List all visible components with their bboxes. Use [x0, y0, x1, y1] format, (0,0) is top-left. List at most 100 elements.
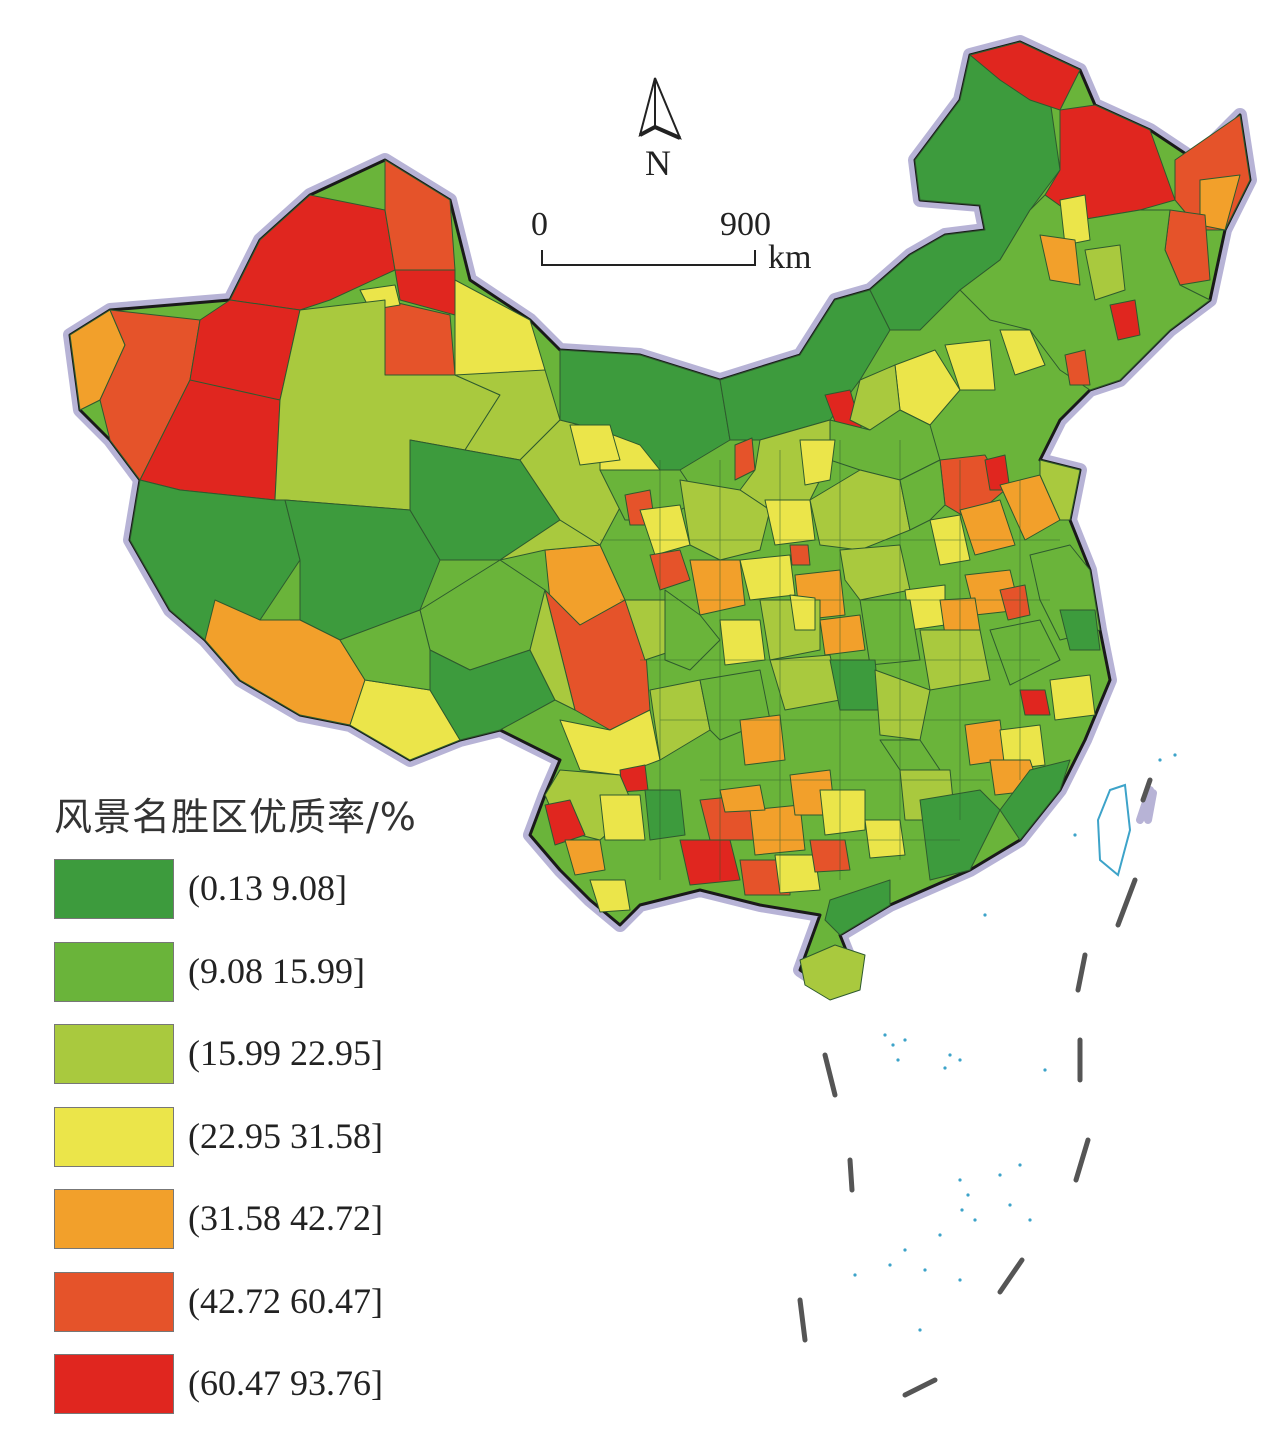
- map-region: [1019, 689, 1051, 716]
- boundary-dash: [822, 1052, 838, 1098]
- map-region: [989, 619, 1061, 686]
- island-dot: [883, 1033, 887, 1037]
- island-dot: [943, 1066, 947, 1070]
- legend-swatch: [54, 859, 174, 919]
- map-region: [799, 439, 836, 486]
- island-dot: [896, 1058, 900, 1062]
- island-dot: [958, 1178, 962, 1182]
- island-dot: [948, 1053, 952, 1057]
- map-region: [819, 789, 866, 836]
- boundary-dash: [797, 1297, 808, 1343]
- boundary-dash: [1115, 877, 1138, 928]
- map-region: [919, 789, 1001, 881]
- island-dot: [888, 1263, 892, 1267]
- map-region: [679, 839, 741, 886]
- map-region: [644, 789, 686, 841]
- map-region: [564, 839, 606, 876]
- map-region: [859, 599, 921, 666]
- boundary-dash: [1073, 1137, 1091, 1183]
- map-region: [879, 739, 941, 771]
- legend-label: (60.47 93.76]: [188, 1363, 383, 1403]
- map-region: [544, 799, 586, 846]
- legend-label: (15.99 22.95]: [188, 1033, 383, 1073]
- map-region: [999, 584, 1031, 621]
- legend-label: (9.08 15.99]: [188, 951, 365, 991]
- boundary-dash: [997, 1257, 1025, 1295]
- map-region: [899, 459, 946, 531]
- map-region: [599, 794, 646, 841]
- map-region: [999, 759, 1071, 841]
- legend-label: (31.58 42.72]: [188, 1198, 383, 1238]
- legend-label: (22.95 31.58]: [188, 1116, 383, 1156]
- boundary-dash: [1075, 952, 1088, 993]
- map-region: [964, 719, 1006, 766]
- legend-title: 风景名胜区优质率/%: [54, 795, 417, 839]
- map-region: [739, 714, 786, 766]
- map-region: [1049, 674, 1096, 721]
- map-region: [529, 589, 576, 711]
- map-region: [839, 544, 911, 601]
- legend-item: (0.13 9.08]: [54, 859, 474, 921]
- legend-swatch: [54, 942, 174, 1002]
- island-dot: [903, 1038, 907, 1042]
- map-region: [719, 289, 891, 441]
- map-region: [689, 559, 746, 616]
- map-region: [789, 594, 816, 631]
- legend-item: (31.58 42.72]: [54, 1189, 474, 1251]
- map-region: [1059, 194, 1091, 246]
- island-dot: [983, 913, 987, 917]
- map-region: [1084, 244, 1126, 301]
- island-dot: [891, 1043, 895, 1047]
- north-arrow: N: [638, 77, 682, 183]
- map-region: [799, 944, 866, 1001]
- map-region: [864, 819, 906, 859]
- scale-bar: 0 900 km: [531, 206, 811, 276]
- island-dot: [853, 1273, 857, 1277]
- map-region: [1059, 609, 1101, 651]
- boundary-dash: [847, 1157, 855, 1193]
- north-arrow-base: [639, 124, 681, 140]
- island-dot: [938, 1233, 942, 1237]
- legend-item: (22.95 31.58]: [54, 1107, 474, 1169]
- legend-item: (15.99 22.95]: [54, 1024, 474, 1086]
- map-region: [774, 854, 821, 894]
- legend-swatch: [54, 1024, 174, 1084]
- taiwan-island: [1096, 783, 1132, 877]
- island-dot: [1158, 758, 1162, 762]
- island-dot: [1173, 753, 1177, 757]
- island-dot: [998, 1173, 1002, 1177]
- island-dot: [923, 1268, 927, 1272]
- scale-bar-line: [541, 250, 756, 266]
- map-region: [999, 329, 1046, 376]
- boundary-dash: [1136, 786, 1157, 824]
- map-region: [789, 544, 811, 566]
- island-dot: [1073, 833, 1077, 837]
- island-dot: [918, 1328, 922, 1332]
- legend-item: (42.72 60.47]: [54, 1272, 474, 1334]
- island-dot: [966, 1193, 970, 1197]
- map-region: [824, 879, 891, 936]
- scale-unit: km: [768, 239, 811, 276]
- legend-swatch: [54, 1272, 174, 1332]
- map-region: [429, 649, 556, 741]
- map-region: [1064, 349, 1091, 386]
- north-label: N: [645, 143, 671, 183]
- island-dot: [958, 1058, 962, 1062]
- scale-label-start: 0: [531, 206, 548, 243]
- map-region: [739, 554, 796, 601]
- legend-item: (60.47 93.76]: [54, 1354, 474, 1416]
- legend-label: (42.72 60.47]: [188, 1281, 383, 1321]
- legend-label: (0.13 9.08]: [188, 868, 347, 908]
- island-dot: [958, 1278, 962, 1282]
- map-region: [1039, 234, 1081, 286]
- map-region: [664, 589, 721, 671]
- island-dot: [1043, 1068, 1047, 1072]
- scale-label-end: 900: [720, 206, 771, 243]
- map-region: [719, 784, 766, 813]
- legend-swatch: [54, 1107, 174, 1167]
- map-region: [719, 619, 766, 666]
- map-region: [1109, 299, 1141, 341]
- boundary-dash: [1140, 777, 1153, 803]
- map-region: [1199, 174, 1241, 231]
